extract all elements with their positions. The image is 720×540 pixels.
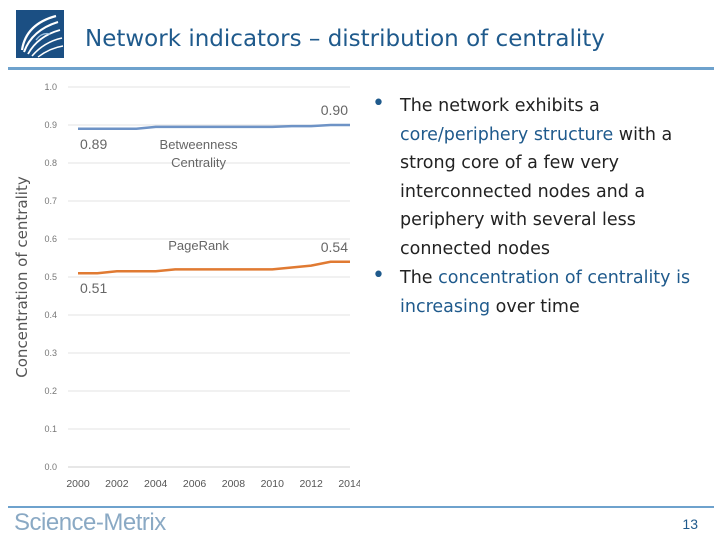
- bullet-text: with a strong core of a few very interco…: [400, 124, 673, 259]
- footer-brand: Science-Metrix: [14, 509, 166, 537]
- bullet-highlight-text: core/periphery structure: [400, 124, 614, 145]
- y-tick-label: 0.5: [44, 272, 57, 282]
- bullet-dot-icon: •: [372, 91, 385, 116]
- bullet-text: The: [400, 268, 439, 288]
- y-tick-label: 0.8: [44, 158, 57, 168]
- footer-brand-prefix: Science-: [14, 509, 104, 536]
- science-metrix-logo: [16, 10, 64, 58]
- x-tick-label: 2012: [299, 478, 323, 490]
- y-tick-label: 0.3: [44, 348, 57, 358]
- y-tick-label: 0.0: [44, 462, 57, 472]
- bullet-highlight-text: concentration of centrality is increasin…: [400, 268, 691, 317]
- series-label: Betweenness: [160, 137, 239, 152]
- x-tick-label: 2006: [183, 478, 207, 490]
- series-label: PageRank: [168, 238, 229, 253]
- page-number: 13: [682, 516, 698, 532]
- y-axis-title: Concentration of centrality: [13, 176, 31, 378]
- series-end-label: 0.90: [321, 102, 348, 118]
- y-tick-label: 0.1: [44, 424, 57, 434]
- bullet-dot-icon: •: [372, 263, 385, 288]
- series-end-label: 0.54: [321, 239, 348, 255]
- footer-brand-suffix: Metrix: [103, 509, 166, 536]
- bullet-text: The network exhibits a: [400, 96, 600, 116]
- series-line-pagerank: [78, 260, 350, 275]
- footer-rule: [8, 506, 714, 508]
- series-start-label: 0.51: [80, 280, 107, 296]
- x-tick-label: 2002: [105, 478, 129, 490]
- y-tick-label: 0.4: [44, 310, 57, 320]
- series-label: Centrality: [171, 155, 226, 170]
- slide-title: Network indicators – distribution of cen…: [85, 26, 605, 52]
- y-tick-label: 0.9: [44, 120, 57, 130]
- bullet-list: • The network exhibits a core/periphery s…: [368, 92, 698, 322]
- series-line-betweenness: [78, 123, 350, 131]
- y-tick-label: 0.6: [44, 234, 57, 244]
- x-tick-label: 2004: [144, 478, 168, 490]
- bullet-text: over time: [490, 296, 580, 317]
- x-tick-label: 2010: [261, 478, 285, 490]
- y-tick-label: 1.0: [44, 82, 57, 92]
- y-tick-label: 0.7: [44, 196, 57, 206]
- x-tick-label: 2008: [222, 478, 246, 490]
- bullet-item: • The network exhibits a core/periphery s…: [368, 92, 698, 263]
- bullet-item: • The concentration of centrality is incr…: [368, 264, 698, 321]
- centrality-line-chart: 0.0 0.1 0.2 0.3 0.4 0.5 0.6 0.7 0.8 0.9 1.0 2000 200…: [13, 82, 360, 490]
- x-tick-label: 2014: [338, 478, 360, 490]
- series-start-label: 0.89: [80, 136, 107, 152]
- title-underline: [8, 67, 714, 70]
- y-tick-label: 0.2: [44, 386, 57, 396]
- x-tick-label: 2000: [66, 478, 90, 490]
